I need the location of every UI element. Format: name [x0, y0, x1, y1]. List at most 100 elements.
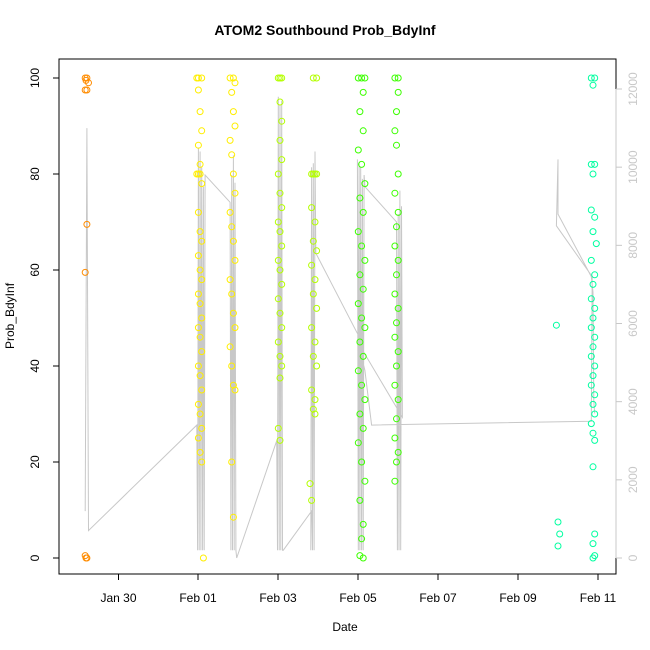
data-point [359, 554, 367, 562]
data-point [231, 386, 239, 394]
data-point [393, 108, 400, 116]
x-tick-label: Feb 03 [259, 591, 297, 605]
data-point [85, 79, 92, 87]
data-point [394, 348, 402, 356]
data-point [83, 74, 91, 82]
data-point [391, 333, 399, 341]
data-point [228, 223, 236, 231]
y-tick-label: 20 [28, 455, 42, 469]
data-point [311, 276, 319, 284]
data-point [358, 160, 366, 168]
data-point [278, 280, 286, 288]
data-point [196, 333, 204, 341]
data-point [589, 228, 597, 236]
data-point [393, 415, 400, 423]
data-point [354, 74, 362, 82]
data-point [391, 189, 399, 197]
data-point [231, 79, 239, 87]
x-tick-label: Feb 11 [580, 591, 617, 605]
data-point [589, 429, 597, 437]
data-point [308, 386, 316, 394]
data-point [356, 271, 364, 279]
data-point [198, 237, 206, 245]
y-axis-left: 0 20 40 60 80 100 [28, 68, 60, 561]
data-point [231, 256, 239, 264]
chart-title: ATOM2 Southbound Prob_BdyInf [214, 22, 435, 38]
data-point [194, 290, 202, 298]
data-point [313, 304, 321, 312]
data-point [309, 352, 317, 360]
data-point [198, 386, 206, 394]
data-point [274, 295, 282, 303]
data-point [194, 86, 202, 94]
data-point [587, 352, 595, 360]
y-axis-right: 0 2000 4000 6000 8000 10000 12000 [615, 72, 640, 561]
series-0 [81, 74, 92, 562]
data-point [231, 324, 239, 332]
data-point [391, 74, 399, 82]
data-point [313, 362, 321, 370]
y2-tick-label: 0 [626, 554, 640, 561]
data-point [591, 271, 599, 279]
data-point [309, 237, 317, 245]
y-tick-label: 60 [28, 263, 42, 277]
x-tick-label: Feb 01 [179, 591, 217, 605]
data-point [198, 424, 206, 432]
data-point [198, 348, 206, 356]
data-point [394, 170, 402, 178]
data-point [354, 228, 362, 236]
data-point [196, 170, 204, 178]
data-point [229, 108, 237, 116]
data-point [394, 256, 402, 264]
data-point [81, 268, 89, 276]
data-point [194, 141, 202, 149]
data-point [308, 204, 316, 212]
scatter-points-layer [81, 74, 600, 562]
data-point [278, 117, 286, 125]
data-point [356, 108, 364, 116]
data-point [199, 554, 207, 562]
data-point [358, 314, 366, 322]
data-point [83, 554, 91, 562]
data-point [391, 290, 399, 298]
data-point [274, 338, 282, 346]
data-point [589, 314, 597, 322]
data-point [313, 170, 321, 178]
y2-tick-label: 10000 [626, 150, 640, 184]
data-point [228, 88, 236, 96]
data-point [354, 300, 362, 308]
data-point [589, 81, 597, 89]
data-point [591, 304, 599, 312]
data-point [313, 74, 321, 82]
data-point [358, 242, 366, 250]
data-point [393, 319, 400, 327]
data-point [359, 127, 367, 135]
data-point [278, 324, 286, 332]
data-point [391, 381, 399, 389]
data-point [394, 74, 402, 82]
data-point [196, 410, 204, 418]
data-point [308, 324, 316, 332]
data-point [229, 170, 237, 178]
altitude-line [84, 96, 596, 559]
data-point [226, 74, 234, 82]
data-point [196, 160, 204, 168]
data-point [276, 98, 284, 106]
data-point [231, 122, 239, 130]
data-point [356, 410, 364, 418]
data-point [589, 372, 597, 380]
data-point [391, 477, 399, 485]
x-axis-label: Date [332, 620, 358, 634]
data-point [359, 88, 367, 96]
data-point [587, 324, 595, 332]
data-point [589, 554, 597, 562]
data-point [278, 242, 286, 250]
data-point [358, 74, 366, 82]
data-point [309, 405, 317, 413]
data-point [358, 381, 366, 389]
data-point [591, 160, 599, 168]
y2-tick-label: 4000 [626, 388, 640, 415]
data-point [361, 477, 369, 485]
data-point [358, 535, 366, 543]
data-point [394, 448, 402, 456]
